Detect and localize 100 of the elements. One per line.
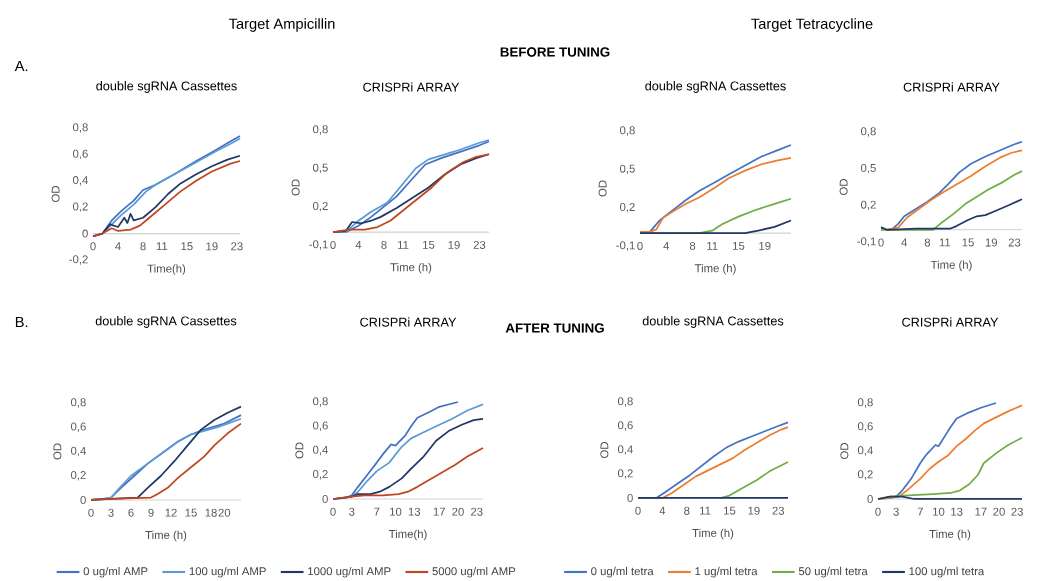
x-tick-label: 11 [398, 240, 409, 249]
text: Target Tetracycline [751, 18, 873, 32]
x-tick-label: 20 [452, 507, 464, 516]
y-tick-label: 0,8 [72, 123, 88, 133]
x-tick-label: 15 [423, 240, 435, 249]
x-tick-label: 18 [205, 508, 217, 517]
x-tick-label: 6 [128, 508, 134, 517]
x-axis-title: Time (h) [145, 530, 187, 542]
y-axis-title: OD [53, 443, 62, 460]
chart-title: CRISPRi ARRAY [363, 82, 460, 92]
x-tick-label: 0 [330, 507, 336, 516]
x-tick-label: 3 [108, 508, 114, 517]
y-tick-label: 0,6 [857, 422, 873, 432]
y-axis-title: OD [291, 179, 300, 196]
x-tick-label: 15 [733, 241, 745, 250]
x-tick-label: 13 [951, 507, 963, 516]
x-tick-label: 19 [985, 238, 998, 247]
x-tick-label: 4 [663, 241, 670, 250]
x-tick-label: 0 [330, 240, 336, 249]
x-tick-label: 15 [962, 238, 974, 247]
chart-title: double sgRNA Cassettes [642, 316, 784, 328]
x-tick-label: 11 [939, 238, 951, 247]
chart-title: double sgRNA Cassettes [96, 81, 237, 93]
x-tick-label: 12 [165, 508, 177, 517]
y-tick-label: 0 [322, 494, 328, 503]
x-tick-label: 0 [88, 508, 94, 517]
x-tick-label: 13 [408, 507, 421, 516]
x-tick-label: 3 [893, 507, 899, 516]
y-tick-label: 0,5 [860, 163, 876, 174]
y-tick-label: 0,6 [617, 421, 633, 431]
y-axis-title: OD [600, 442, 609, 458]
y-axis-title: OD [840, 443, 849, 459]
x-tick-label: 4 [115, 242, 121, 251]
x-axis-title: Time (h) [694, 263, 736, 275]
x-tick-label: 15 [185, 508, 197, 517]
y-tick-label: 0 [627, 493, 633, 502]
y-tick-label: 0,2 [70, 471, 86, 481]
line-series [880, 198, 1023, 231]
y-tick-label: 0,8 [70, 398, 86, 408]
line-series [877, 404, 1023, 500]
x-tick-label: 23 [1008, 238, 1021, 247]
x-axis-title: Time(h) [388, 529, 427, 541]
text: AFTER TUNING [505, 323, 604, 333]
x-tick-label: 8 [684, 506, 690, 515]
text: B. [15, 316, 28, 328]
y-axis-title: OD [51, 186, 60, 202]
y-tick-label: 0,2 [312, 201, 328, 212]
x-tick-label: 20 [218, 508, 231, 517]
line-series [880, 170, 1023, 231]
y-tick-label: 0,2 [72, 202, 88, 212]
x-tick-label: 19 [206, 242, 218, 251]
y-tick-label: 0,8 [857, 398, 873, 408]
y-tick-label: 0 [80, 495, 86, 504]
x-tick-label: 11 [700, 506, 711, 515]
y-tick-label: -0,1 [309, 240, 328, 250]
x-tick-label: 8 [689, 241, 696, 250]
x-axis-title: Time(h) [147, 264, 186, 275]
legend-label: 100 ug/ml tetra [909, 566, 985, 578]
y-tick-label: 0,2 [617, 469, 633, 479]
x-tick-label: 19 [448, 240, 460, 249]
x-tick-label: 10 [933, 507, 945, 516]
legend-label: 5000 ug/ml AMP [432, 566, 516, 578]
x-tick-label: 4 [901, 238, 908, 247]
x-tick-label: 4 [355, 240, 362, 249]
y-tick-label: 0,4 [857, 446, 873, 456]
x-tick-label: 7 [374, 507, 380, 516]
line-series [332, 447, 484, 500]
y-tick-label: -0,2 [69, 255, 88, 265]
legend-label: 100 ug/ml AMP [189, 566, 266, 578]
x-tick-label: 0 [637, 241, 643, 250]
y-tick-label: 0,2 [312, 470, 328, 480]
x-tick-label: 11 [707, 241, 718, 250]
x-tick-label: 23 [231, 242, 243, 251]
x-axis-title: Time (h) [930, 260, 972, 272]
x-tick-label: 4 [659, 506, 666, 515]
x-tick-label: 23 [473, 240, 486, 249]
y-tick-label: 0,8 [312, 397, 328, 407]
y-tick-label: 0,4 [70, 446, 86, 457]
y-tick-label: -0,1 [857, 237, 876, 247]
legend-label: 1 ug/ml tetra [695, 566, 758, 578]
y-tick-label: 0,6 [70, 422, 86, 432]
x-tick-label: 23 [772, 506, 785, 515]
y-axis-title: OD [598, 180, 607, 197]
y-axis-title: OD [295, 442, 304, 459]
y-tick-label: 0 [82, 229, 88, 238]
y-tick-label: 0,4 [617, 445, 633, 455]
y-tick-label: 0,4 [312, 445, 328, 456]
text: Target Ampicillin [228, 18, 335, 32]
x-tick-label: 8 [381, 240, 387, 249]
y-axis-title: OD [839, 179, 848, 195]
y-tick-label: 0 [867, 494, 873, 503]
text: BEFORE TUNING [500, 47, 610, 57]
x-tick-label: 7 [917, 507, 923, 516]
x-tick-label: 0 [635, 506, 641, 515]
y-tick-label: 0,5 [312, 163, 328, 173]
legend-label: 0 ug/ml tetra [591, 566, 654, 578]
legend-label: 50 ug/ml tetra [798, 566, 868, 578]
x-tick-label: 17 [433, 507, 445, 516]
y-tick-label: -0,1 [616, 241, 635, 251]
x-tick-label: 23 [1011, 507, 1023, 516]
